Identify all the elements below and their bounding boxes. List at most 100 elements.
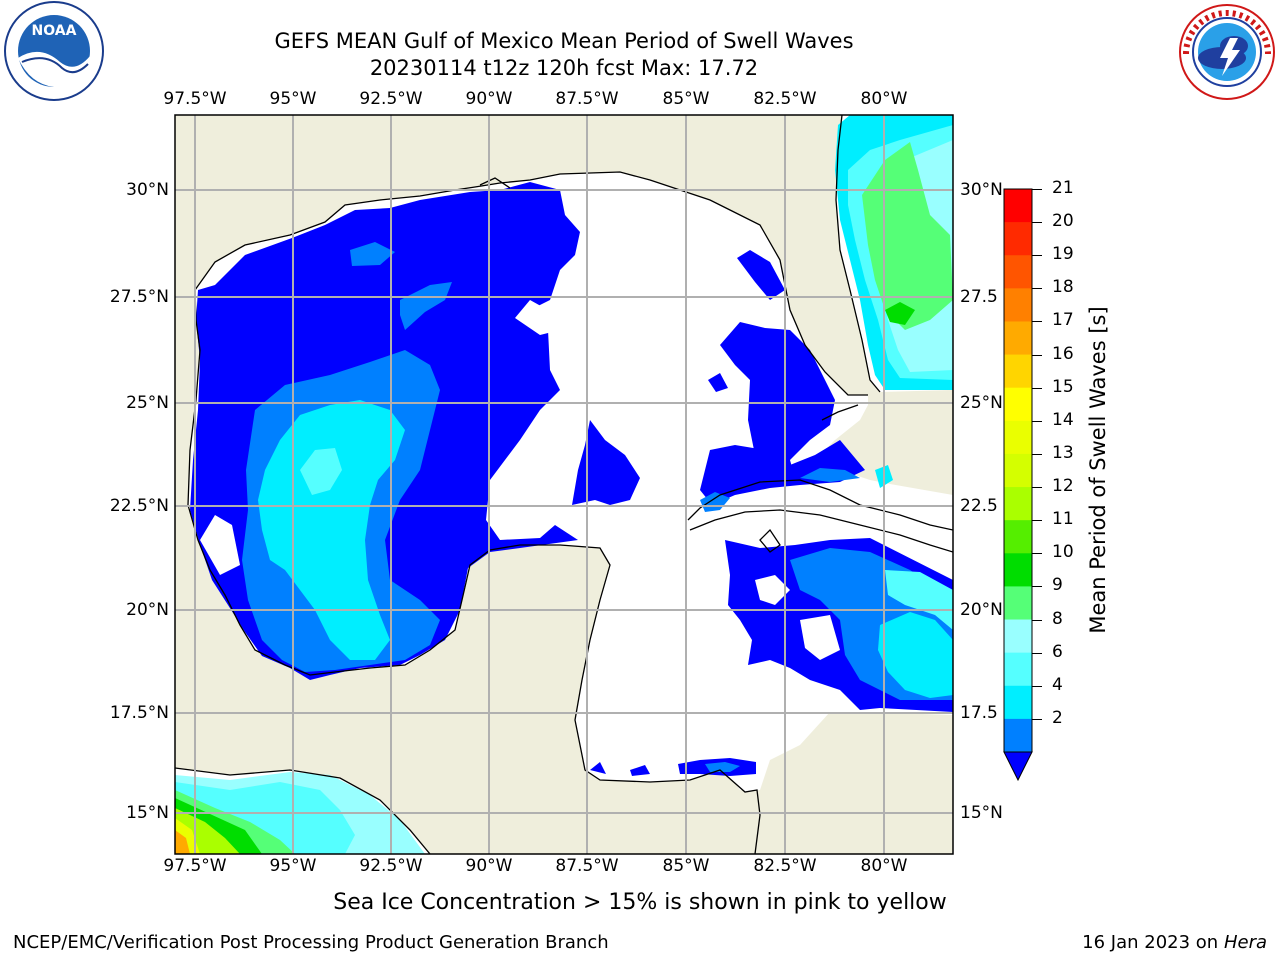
- colorbar-tick-label: 2: [1052, 707, 1063, 728]
- swell-11-12-atlantic: [885, 302, 915, 325]
- colorbar-tick-label: 17: [1052, 310, 1074, 331]
- colorbar-tick-label: 14: [1052, 409, 1074, 430]
- map-subtitle: 20230114 t12z 120h fcst Max: 17.72: [369, 56, 759, 80]
- swell-6-8-carib: [878, 612, 953, 698]
- swell-9-10-pacific: [175, 790, 295, 854]
- colorbar-tick-mark: [1032, 652, 1042, 654]
- lat-label: 25°N: [960, 393, 1003, 413]
- swell-2-4-east: [737, 250, 785, 300]
- colorbar-segment: [1004, 619, 1032, 654]
- colorbar-label: Mean Period of Swell Waves [s]: [1086, 306, 1110, 634]
- swell-gap: [200, 515, 240, 575]
- colorbar-tick-mark: [1032, 420, 1042, 422]
- colorbar-tick-label: 21: [1052, 178, 1074, 198]
- colorbar-segment: [1004, 321, 1032, 356]
- lon-label: 85°W: [662, 856, 710, 876]
- swell-2-4-east: [572, 420, 640, 505]
- colorbar-tick-label: 8: [1052, 608, 1063, 629]
- colorbar-tick-label: 10: [1052, 542, 1074, 563]
- swell-6-8-pacific: [175, 782, 355, 854]
- colorbar-tick-mark: [1032, 586, 1042, 588]
- swell-4-6-honduras: [705, 762, 740, 772]
- colorbar-tick-label: 11: [1052, 509, 1074, 530]
- swell-2-4-east: [720, 322, 835, 478]
- lat-label: 20°N: [960, 600, 1003, 620]
- swell-gap: [755, 575, 790, 605]
- swell-11-12-pacific: [175, 798, 262, 854]
- lat-label: 17.5°N: [109, 703, 169, 723]
- noaa-logo-text: NOAA: [32, 23, 77, 39]
- coastlines: [175, 115, 953, 854]
- lon-label: 90°W: [465, 89, 513, 109]
- lon-label: 95°W: [269, 856, 317, 876]
- nws-logo: [1179, 4, 1275, 100]
- swell-4-6-west: [242, 350, 440, 672]
- swell-8-9-atlantic: [848, 125, 953, 380]
- sea-ice-note: Sea Ice Concentration > 15% is shown in …: [333, 890, 947, 915]
- lat-label: 25°N: [126, 393, 169, 413]
- lon-label: 85°W: [662, 89, 710, 109]
- lat-label: 22.5: [960, 496, 998, 516]
- map-frame: [174, 114, 954, 855]
- colorbar-segment: [1004, 387, 1032, 422]
- lon-label: 97.5°W: [163, 856, 227, 876]
- lat-label: 30°N: [960, 180, 1003, 200]
- lat-label: 20°N: [126, 600, 169, 620]
- colorbar-tick-label: 13: [1052, 442, 1074, 463]
- gridlines: [175, 115, 953, 854]
- colorbar-segment: [1004, 685, 1032, 720]
- footer-date: 16 Jan 2023 on Hera: [1082, 932, 1267, 953]
- colorbar-tick-label: 18: [1052, 277, 1074, 298]
- swell-2-4-honduras: [678, 758, 756, 776]
- lon-label: 87.5°W: [555, 856, 619, 876]
- colorbar-tick-label: 12: [1052, 476, 1074, 497]
- colorbar-segment: [1004, 420, 1032, 455]
- colorbar-tick-mark: [1032, 189, 1042, 190]
- lat-label: 22.5°N: [109, 496, 169, 516]
- land-background: [175, 115, 953, 854]
- swell-6-8-west: [258, 400, 405, 660]
- lon-label: 82.5°W: [753, 89, 817, 109]
- swell-gap: [515, 300, 560, 335]
- lat-label: 15°N: [960, 803, 1003, 823]
- colorbar-tick-mark: [1032, 520, 1042, 522]
- swell-2-4-belize: [630, 765, 650, 776]
- swell-8-9-carib: [885, 570, 953, 630]
- colorbar-tick-label: 15: [1052, 376, 1074, 397]
- swell-12-14-pacific: [175, 808, 240, 854]
- colorbar-tick-mark: [1032, 321, 1042, 323]
- colorbar-tick-label: 9: [1052, 575, 1063, 596]
- lat-label: 27.5: [960, 287, 998, 307]
- lon-label: 92.5°W: [359, 856, 423, 876]
- swell-10-11-atlantic: [862, 142, 953, 330]
- swell-6-8-atlantic: [835, 115, 953, 390]
- colorbar-segment: [1004, 487, 1032, 521]
- swell-4-6-east: [700, 492, 730, 512]
- map-title: GEFS MEAN Gulf of Mexico Mean Period of …: [274, 29, 854, 53]
- footer-date-text: 16 Jan 2023 on: [1082, 932, 1224, 953]
- colorbar-segment: [1004, 553, 1032, 587]
- footer-credit: NCEP/EMC/Verification Post Processing Pr…: [13, 932, 609, 953]
- colorbar-segment: [1004, 718, 1032, 753]
- swell-2-4-belize: [590, 762, 606, 774]
- colorbar-tick-mark: [1032, 553, 1042, 555]
- colorbar-tick-mark: [1032, 222, 1042, 224]
- colorbar-segment: [1004, 189, 1032, 223]
- swell-2-4-west: [190, 182, 580, 680]
- lat-label: 27.5°N: [109, 287, 169, 307]
- colorbar-tick-label: 20: [1052, 211, 1074, 232]
- colorbar-tick-mark: [1032, 453, 1042, 455]
- swell-6-8-east: [875, 465, 893, 488]
- colorbar-tick-label: 19: [1052, 244, 1074, 265]
- colorbar-tick-label: 4: [1052, 674, 1063, 695]
- lat-label: 30°N: [126, 180, 169, 200]
- colorbar-segment: [1004, 520, 1032, 554]
- swell-4-6-north: [350, 242, 395, 266]
- swell-8-9-pacific: [175, 772, 425, 854]
- pacific-water: [175, 768, 430, 854]
- swell-4-6-carib: [790, 548, 953, 700]
- swell-4-6-north: [400, 282, 452, 330]
- lon-label: 90°W: [465, 856, 513, 876]
- colorbar-tick-mark: [1032, 288, 1042, 290]
- colorbar-tick-label: 6: [1052, 641, 1063, 662]
